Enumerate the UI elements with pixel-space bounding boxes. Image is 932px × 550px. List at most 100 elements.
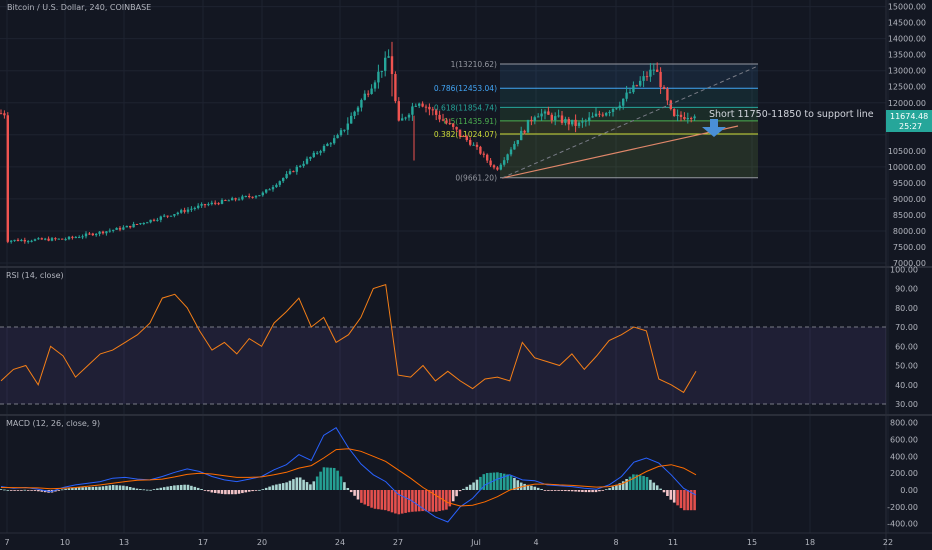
price-tick-label: 12000.00: [888, 99, 926, 108]
candle-body: [299, 165, 302, 167]
macd-histogram-bar: [115, 485, 118, 490]
macd-histogram-bar: [271, 485, 275, 490]
candle-body: [632, 85, 635, 93]
macd-histogram-bar: [564, 490, 567, 492]
price-tick-label: 12500.00: [888, 83, 926, 92]
macd-histogram-bar: [485, 473, 489, 490]
candle-body: [57, 238, 60, 240]
candle-body: [435, 110, 438, 115]
signal-series-line: [0, 448, 697, 507]
candle-body: [618, 105, 621, 109]
macd-histogram-bar: [465, 486, 469, 490]
candle-body: [540, 113, 543, 117]
macd-histogram-bar: [203, 490, 207, 491]
down-arrow-icon[interactable]: [702, 119, 726, 137]
candle-body: [40, 238, 43, 240]
macd-histogram-bar: [13, 490, 16, 491]
macd-histogram-bar: [638, 475, 642, 490]
macd-histogram-bar: [621, 481, 625, 490]
candle-body: [197, 205, 200, 208]
candle-body: [557, 115, 560, 117]
candle-body: [6, 115, 9, 242]
macd-histogram-bar: [635, 474, 639, 490]
macd-tick-label: 600.00: [890, 435, 918, 444]
macd-histogram-bar: [23, 489, 27, 491]
candle-body: [397, 101, 400, 121]
macd-tick-label: 800.00: [890, 419, 918, 428]
macd-histogram-bar: [387, 490, 390, 512]
macd-histogram-bar: [550, 490, 554, 491]
candle-body: [594, 113, 598, 117]
candle-body: [673, 109, 676, 117]
candle-body: [367, 93, 370, 95]
candle-body: [669, 100, 672, 110]
macd-histogram-bar: [513, 477, 516, 490]
candle-body: [407, 114, 411, 118]
candle-body: [61, 238, 64, 240]
macd-histogram-bar: [0, 489, 3, 490]
candle-body: [520, 130, 523, 141]
fib-retracement-drawing[interactable]: 1(13210.62) 0.786(12453.04) 0.618(11854.74…: [434, 60, 758, 183]
macd-axis[interactable]: 800.00 600.00 400.00 200.00 0.00 -200.00 -400.…: [887, 419, 918, 529]
time-tick-label: 20: [257, 538, 267, 547]
candle-body: [231, 198, 234, 201]
candle-body: [139, 223, 142, 225]
macd-histogram-bar: [3, 489, 6, 491]
macd-histogram-bar: [649, 479, 652, 490]
candle-body: [244, 196, 247, 198]
candle-body: [571, 119, 574, 125]
candle-body: [3, 113, 6, 116]
rsi-tick-label: 30.00: [895, 400, 918, 409]
candle-body: [74, 237, 77, 239]
candle-body: [479, 146, 482, 154]
candle-body: [193, 207, 196, 209]
price-tick-label: 14500.00: [888, 19, 926, 28]
macd-histogram-bar: [404, 490, 407, 513]
dashed-trendline[interactable]: [501, 65, 759, 179]
candle-body: [404, 117, 407, 119]
macd-histogram-bar: [54, 490, 57, 492]
short-annotation[interactable]: Short 11750-11850 to support line: [709, 109, 874, 120]
macd-histogram-bar: [390, 490, 394, 513]
macd-histogram-bar: [611, 486, 615, 490]
candle-body: [363, 93, 366, 100]
macd-histogram-bar: [186, 484, 190, 490]
macd-histogram-bar: [145, 489, 149, 491]
macd-histogram-bar: [105, 485, 108, 490]
macd-histogram-bar: [234, 490, 237, 495]
rsi-tick-label: 60.00: [895, 342, 918, 351]
macd-tick-label: 0.00: [900, 486, 918, 495]
macd-histogram-bar: [193, 486, 197, 490]
macd-tick-label: -200.00: [887, 503, 918, 512]
macd-histogram-bar: [295, 477, 299, 490]
candle-body: [227, 200, 230, 202]
candle-body: [180, 210, 183, 213]
macd-histogram-bar: [353, 490, 356, 496]
macd-tick-label: -400.00: [887, 520, 918, 529]
candle-body: [513, 143, 516, 150]
macd-histogram-bar: [16, 490, 20, 491]
macd-histogram-bar: [594, 490, 598, 493]
candle-body: [414, 105, 417, 107]
rsi-axis[interactable]: 100.00 90.00 80.00 70.00 60.00 50.00 40.00 30.0…: [890, 265, 918, 409]
candle-body: [380, 70, 383, 72]
macd-histogram-bar: [278, 483, 282, 490]
macd-histogram-bar: [475, 479, 479, 490]
macd-histogram-bar: [336, 470, 339, 490]
macd-histogram-bar: [251, 490, 254, 492]
macd-histogram-bar: [224, 490, 227, 495]
candle-body: [598, 113, 601, 115]
support-trendline[interactable]: [501, 125, 739, 179]
candle-body: [47, 238, 50, 241]
macd-histogram-bar: [400, 490, 404, 514]
macd-histogram-bar: [67, 488, 71, 490]
candle-body: [683, 116, 686, 120]
price-axis[interactable]: 15000.00 14500.00 14000.00 13500.00 13000.00…: [888, 3, 926, 268]
candle-body: [448, 123, 451, 125]
time-axis[interactable]: 7 10 13 17 20 24 27 Jul 4 8 11 15 18 22: [4, 538, 893, 547]
macd-histogram-bar: [40, 490, 44, 492]
candle-body: [611, 108, 615, 112]
candle-body: [88, 233, 91, 235]
candle-body: [271, 187, 275, 190]
